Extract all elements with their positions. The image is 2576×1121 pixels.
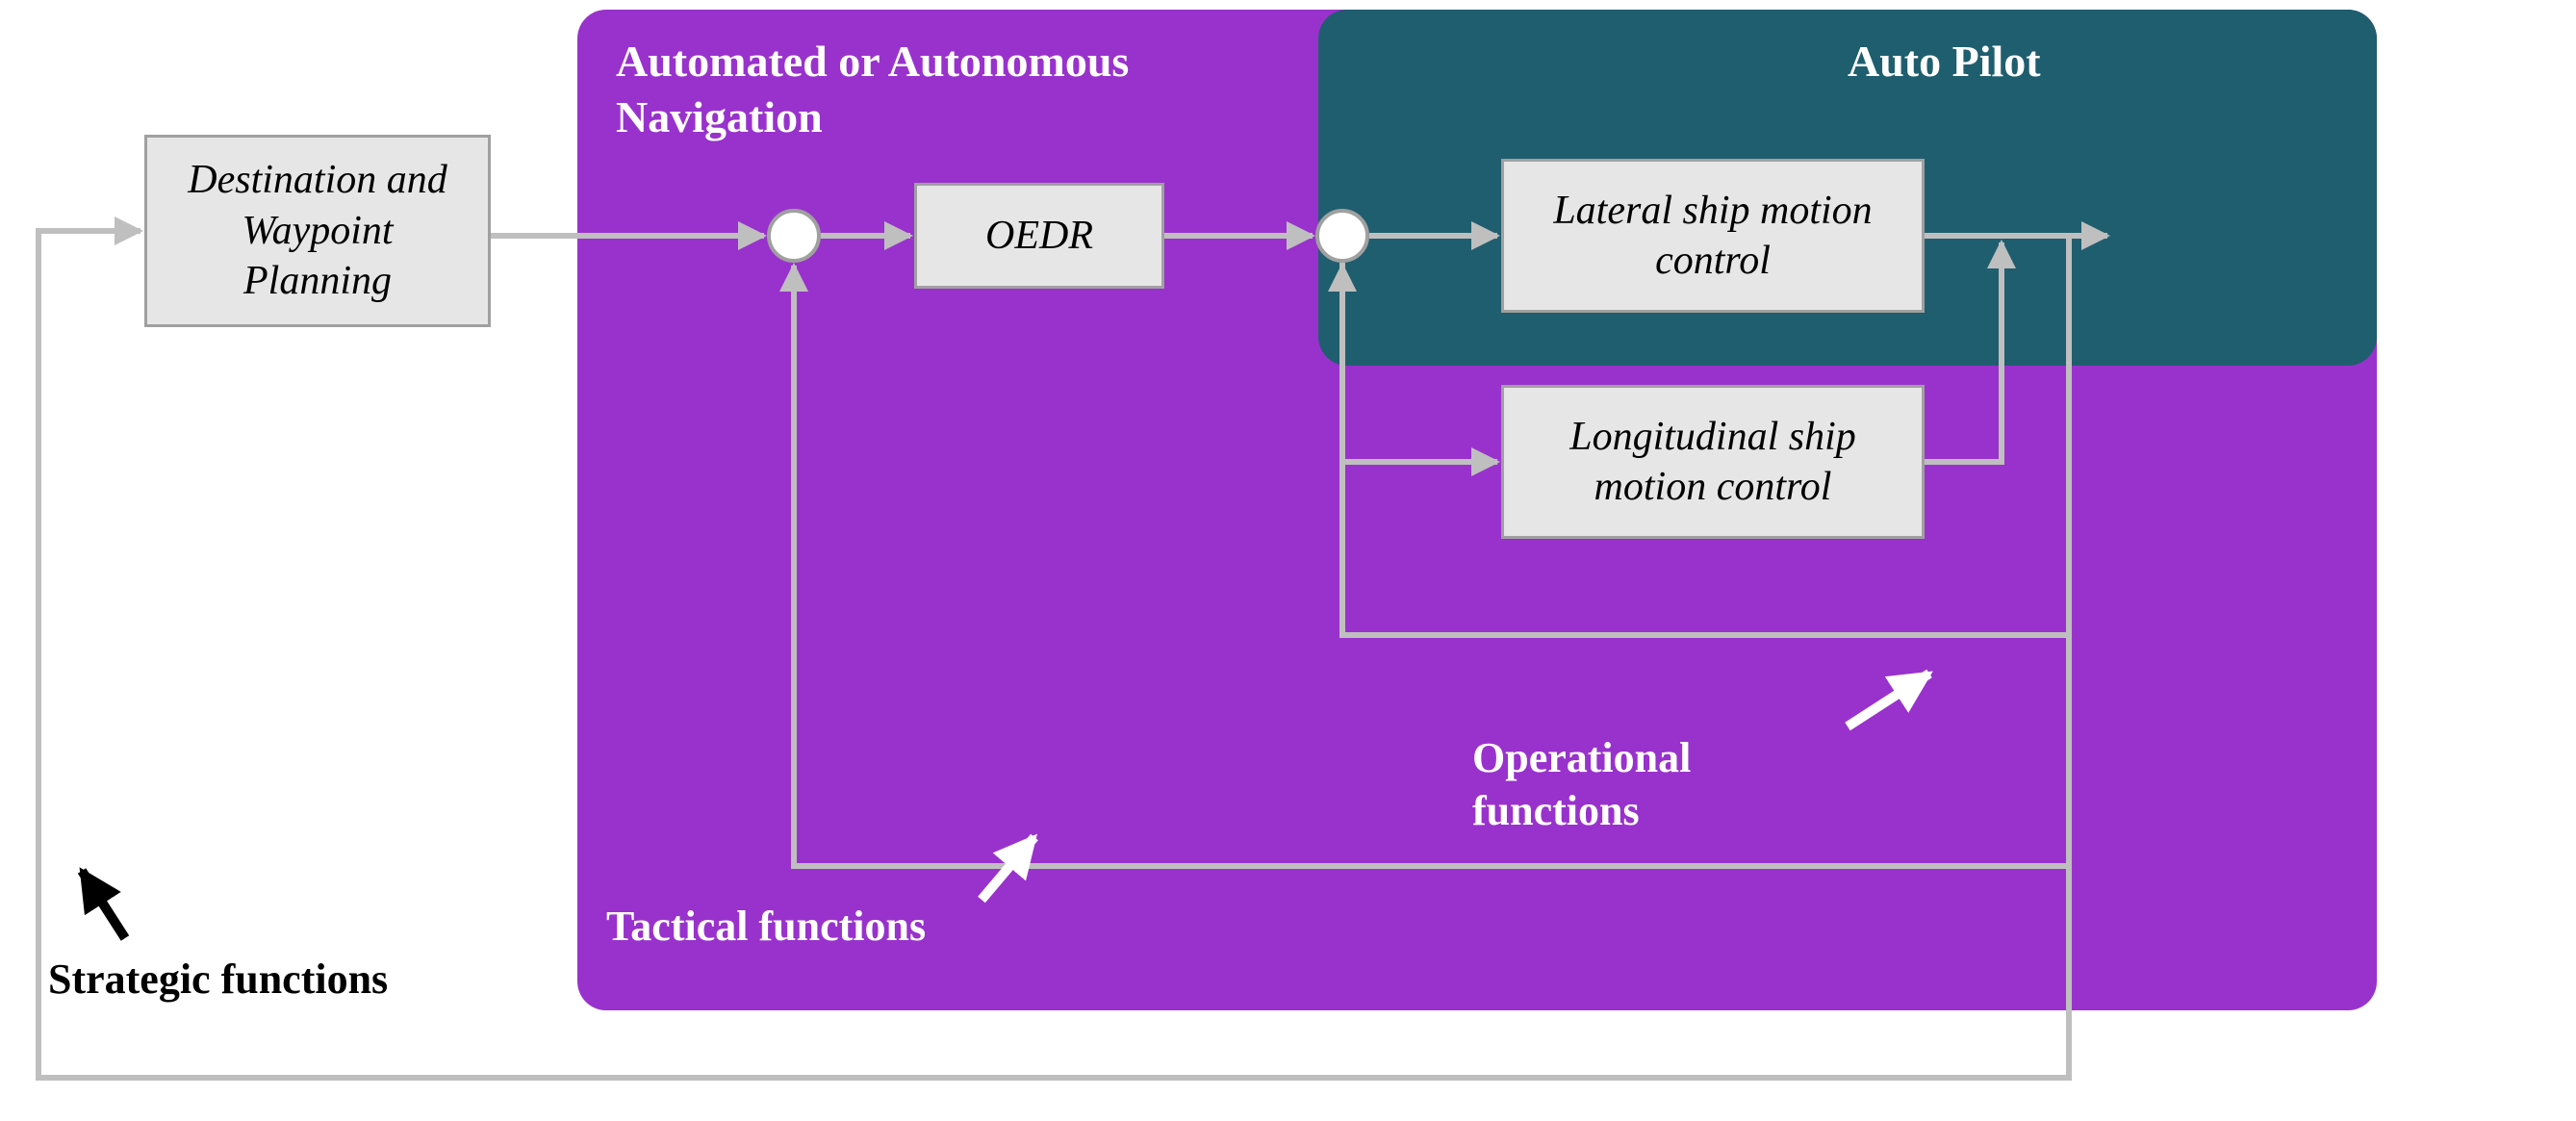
region-title-teal: Auto Pilot [1848,34,2136,89]
box-planning: Destination and Waypoint Planning [144,135,491,327]
label-operational: Operational functions [1472,731,1857,837]
box-lateral: Lateral ship motion control [1501,159,1925,313]
label-strategic: Strategic functions [48,953,529,1006]
label-tactical: Tactical functions [606,900,1087,953]
box-longitudinal: Longitudinal ship motion control [1501,385,1925,539]
sum-node-2 [1315,209,1369,263]
box-oedr: OEDR [914,183,1164,289]
label-ship-motion: Ship motion [2117,192,2309,293]
sum-node-1 [767,209,821,263]
diagram-canvas: Automated or Autonomous Navigation Auto … [0,0,2576,1121]
region-title-purple: Automated or Autonomous Navigation [616,34,1289,144]
